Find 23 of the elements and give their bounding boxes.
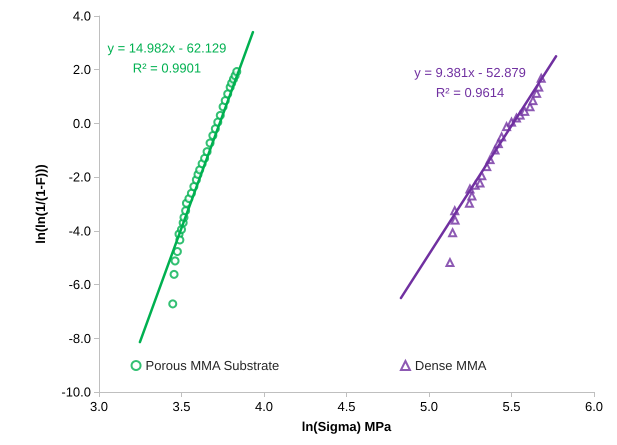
legend-label: Porous MMA Substrate bbox=[146, 358, 280, 373]
annotation: R² = 0.9901 bbox=[132, 60, 202, 76]
y-axis-title: ln(ln(1/(1-F))) bbox=[33, 164, 48, 244]
x-tick-label: 3.5 bbox=[172, 399, 191, 414]
x-tick-label: 3.0 bbox=[90, 399, 108, 414]
annotation: y = 14.982x - 62.129 bbox=[107, 40, 226, 56]
y-tick-label: -10.0 bbox=[61, 384, 91, 400]
y-tick-label: -6.0 bbox=[68, 277, 91, 292]
legend-label: Dense MMA bbox=[414, 358, 487, 373]
x-tick-label: 4.0 bbox=[254, 399, 274, 414]
y-tick-label: -4.0 bbox=[68, 223, 91, 238]
y-tick-label: -2.0 bbox=[68, 170, 91, 185]
x-tick-label: 5.0 bbox=[420, 399, 438, 414]
y-tick-label: -8.0 bbox=[68, 330, 91, 346]
x-tick-label: 6.0 bbox=[584, 399, 604, 414]
x-tick-label: 5.5 bbox=[502, 399, 521, 414]
x-axis-title: ln(Sigma) MPa bbox=[302, 419, 392, 434]
annotation: y = 9.381x - 52.879 bbox=[414, 64, 526, 80]
x-tick-label: 4.5 bbox=[337, 399, 356, 414]
y-tick-label: 4.0 bbox=[72, 8, 91, 24]
y-tick-label: 0.0 bbox=[72, 116, 91, 131]
annotation: R² = 0.9614 bbox=[436, 84, 504, 100]
y-tick-label: 2.0 bbox=[72, 62, 91, 78]
